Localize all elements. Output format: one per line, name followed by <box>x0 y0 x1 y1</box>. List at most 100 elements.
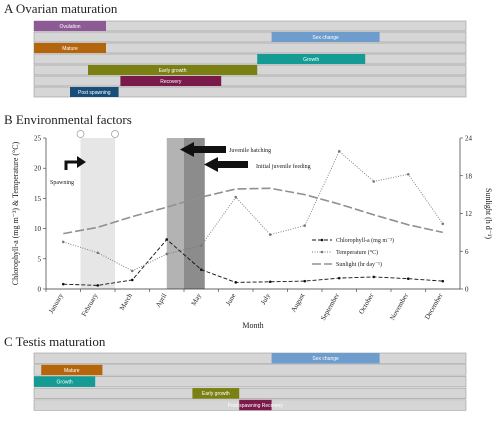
series-point-chlorophyll-a-mg-m <box>130 278 134 282</box>
series-point-chlorophyll-a-mg-m <box>268 280 272 284</box>
gantt-track <box>33 86 467 98</box>
x-tick-label-december: December <box>423 291 445 320</box>
gantt-bar-post-spawning-recovery <box>239 399 272 411</box>
series-point-temperature-c <box>337 149 341 153</box>
series-point-temperature-c <box>268 233 272 236</box>
series-point-temperature-c <box>96 251 100 255</box>
right-tick-label: 12 <box>465 210 473 218</box>
gantt-bar-sex-change <box>271 32 380 42</box>
series-line-chlorophyll-a-mg-m <box>63 238 443 286</box>
gantt-bar-post-spawning <box>70 87 119 97</box>
left-axis-title: Chlorophyll-a (mg m⁻³) & Temperature (°C… <box>11 141 20 285</box>
spawning-arrowhead <box>77 156 86 168</box>
series-point-temperature-c <box>441 222 445 226</box>
x-tick-label-may: May <box>190 292 204 308</box>
gantt-label-mature: Mature <box>64 368 80 374</box>
x-tick-label-august: August <box>289 292 306 314</box>
right-tick-label: 24 <box>465 135 473 143</box>
series-point-chlorophyll-a-mg-m <box>372 275 376 279</box>
series-point-chlorophyll-a-mg-m <box>406 277 410 281</box>
x-tick-label-june: June <box>224 292 237 307</box>
right-axis-title: Sunlight (h d⁻¹) <box>484 188 493 239</box>
right-tick-label: 18 <box>465 172 473 180</box>
gantt-bar-recovery <box>120 76 222 86</box>
testis-gantt: Sex change Mature Growth Early growth Post s… <box>33 352 467 411</box>
ovarian-gantt: Ovulation Sex change Mature Growth Early gro… <box>33 20 467 98</box>
gantt-label-post-spawning-recovery: Post spawning Recovery <box>228 403 284 409</box>
gantt-track <box>33 53 467 65</box>
series-point-chlorophyll-a-mg-m <box>441 279 445 283</box>
gantt-label-growth: Growth <box>303 57 319 63</box>
legend-label-sunlight-hr-day: Sunlight (hr day⁻¹) <box>336 261 382 268</box>
x-tick-label-march: March <box>118 292 134 312</box>
series-line-temperature-c <box>63 150 444 272</box>
feeding-arrowhead <box>204 157 218 172</box>
gantt-label-post-spawning: Post spawning <box>78 90 111 96</box>
shaded-period-spawning <box>80 138 115 289</box>
series-point-temperature-c <box>61 240 65 244</box>
spawning-marker <box>76 130 85 138</box>
series-point-temperature-c <box>199 244 203 247</box>
gantt-bar-mature <box>34 43 106 53</box>
hatching-arrow <box>192 146 226 153</box>
series-point-temperature-c <box>372 180 376 183</box>
gantt-bar-early-growth <box>192 388 240 399</box>
left-tick-label: 0 <box>38 286 42 294</box>
series-point-temperature-c <box>234 195 238 199</box>
left-tick-label: 10 <box>34 225 42 233</box>
x-tick-label-october: October <box>357 291 376 315</box>
gantt-label-sex-change: Sex change <box>312 356 339 362</box>
left-tick-label: 20 <box>34 165 42 173</box>
gantt-label-early-growth: Early growth <box>159 68 187 74</box>
gantt-track <box>33 352 467 364</box>
feeding-arrow <box>216 161 248 168</box>
series-point-chlorophyll-a-mg-m <box>96 284 100 287</box>
gantt-bar-early-growth <box>88 65 258 75</box>
hatching-arrowhead <box>180 142 194 157</box>
legend-marker <box>320 238 324 242</box>
shaded-period-initial-juvenile-feeding <box>184 138 205 289</box>
series-point-chlorophyll-a-mg-m <box>61 282 65 286</box>
environment-chart: 0 5 10 15 20 25 0 6 12 18 24 January February March Ap… <box>11 130 493 330</box>
gantt-bar-mature <box>41 364 103 376</box>
x-tick-label-july: July <box>259 292 272 307</box>
series-point-chlorophyll-a-mg-m <box>165 238 169 241</box>
environment-panel-title: B Environmental factors <box>4 112 132 127</box>
gantt-track <box>33 376 467 388</box>
spawning-arrow <box>64 160 78 170</box>
series-point-temperature-c <box>165 252 169 256</box>
left-tick-label: 5 <box>38 255 42 263</box>
annotation-spawning: Spawning <box>50 180 74 186</box>
gantt-bar-sex-change <box>271 353 380 364</box>
annotation-juvenile-hatching: Juvenile hatching <box>229 148 271 154</box>
right-tick-label: 0 <box>465 286 469 294</box>
gantt-track <box>33 31 467 43</box>
x-tick-label-september: September <box>319 291 341 322</box>
gantt-bar-ovulation <box>34 21 106 31</box>
gantt-track <box>33 387 467 399</box>
x-tick-label-april: April <box>154 292 168 309</box>
x-tick-label-january: January <box>47 292 65 315</box>
legend-label-chlorophyll-a-mg-m: Chlorophyll-a (mg m⁻³) <box>336 237 394 244</box>
gantt-label-ovulation: Ovulation <box>59 24 80 30</box>
testis-panel-title: C Testis maturation <box>4 334 106 349</box>
legend-marker <box>320 250 324 254</box>
series-point-chlorophyll-a-mg-m <box>303 279 307 283</box>
gantt-label-early-growth: Early growth <box>202 391 230 397</box>
series-point-chlorophyll-a-mg-m <box>234 281 238 284</box>
left-tick-label: 25 <box>34 135 42 143</box>
series-point-temperature-c <box>130 269 134 273</box>
series-point-chlorophyll-a-mg-m <box>337 276 341 280</box>
spawning-marker <box>111 130 119 138</box>
legend-label-temperature-c: Temperature (°C) <box>336 249 378 256</box>
right-tick-label: 6 <box>465 248 469 256</box>
gantt-track <box>33 75 467 87</box>
gantt-bar-growth <box>34 376 96 387</box>
gantt-bar-growth <box>257 54 366 64</box>
ovarian-panel-title: A Ovarian maturation <box>4 1 118 16</box>
x-axis-title: Month <box>242 321 263 330</box>
gantt-label-growth: Growth <box>57 379 73 385</box>
gantt-track <box>33 364 467 376</box>
